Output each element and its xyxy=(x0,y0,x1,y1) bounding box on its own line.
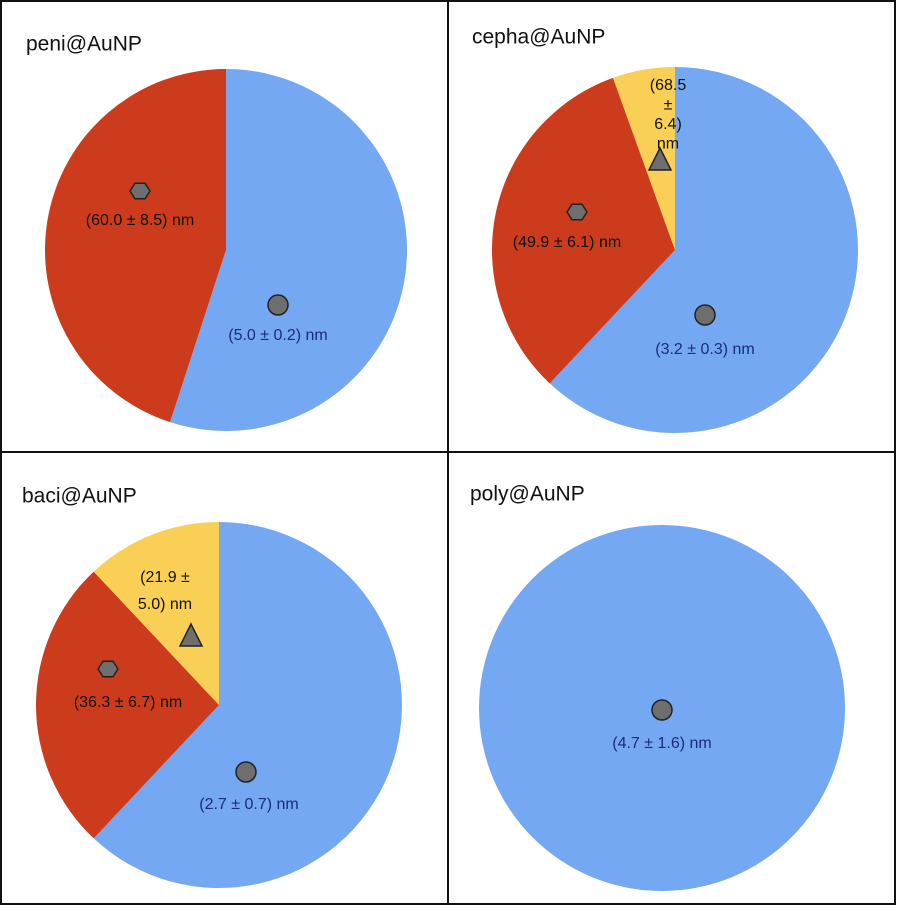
size-label: 6.4) xyxy=(654,116,682,133)
pie-panel: poly@AuNP (4.7 ± 1.6) nm xyxy=(470,483,845,891)
pie-slice xyxy=(492,77,675,384)
size-label: (68.5 xyxy=(650,77,687,94)
particle-icon xyxy=(647,146,673,171)
particle-icon xyxy=(694,304,716,326)
pie-slice xyxy=(44,69,226,423)
pie-panel: baci@AuNP (2.7 ± 0.7) nm (36.3 ± 6.7) nm (2… xyxy=(22,485,403,888)
pie-slice xyxy=(170,69,407,431)
size-label: (3.2 ± 0.3) nm xyxy=(655,341,754,358)
particle-icon xyxy=(651,699,673,721)
pie-slice xyxy=(93,522,219,705)
size-label: nm xyxy=(657,136,679,153)
size-label: 5.0) nm xyxy=(138,596,192,613)
panel-title: cepha@AuNP xyxy=(472,26,605,49)
panel-title: baci@AuNP xyxy=(22,485,137,508)
pie-slice xyxy=(93,522,403,888)
pie-slice xyxy=(613,67,675,250)
particle-icon xyxy=(178,622,204,647)
particle-icon xyxy=(235,761,257,783)
size-label: (49.9 ± 6.1) nm xyxy=(513,234,621,251)
pie-slice xyxy=(36,571,219,839)
size-label: ± xyxy=(664,97,673,114)
particle-icon xyxy=(566,203,588,221)
particle-icon xyxy=(267,294,289,316)
pie-panel: peni@AuNP (5.0 ± 0.2) nm (60.0 ± 8.5) nm xyxy=(26,33,407,431)
size-label: (5.0 ± 0.2) nm xyxy=(228,327,327,344)
size-label: (60.0 ± 8.5) nm xyxy=(86,212,194,229)
pie-panel: cepha@AuNP (3.2 ± 0.3) nm (49.9 ± 6.1) nm (… xyxy=(472,26,858,433)
panel-title: poly@AuNP xyxy=(470,483,585,506)
particle-icon xyxy=(97,660,119,678)
pie-slice xyxy=(549,67,858,433)
size-label: (2.7 ± 0.7) nm xyxy=(199,796,298,813)
size-label: (4.7 ± 1.6) nm xyxy=(612,735,711,752)
size-label: (36.3 ± 6.7) nm xyxy=(74,694,182,711)
particle-icon xyxy=(129,182,151,200)
panel-title: peni@AuNP xyxy=(26,33,142,56)
size-label: (21.9 ± xyxy=(140,569,190,586)
